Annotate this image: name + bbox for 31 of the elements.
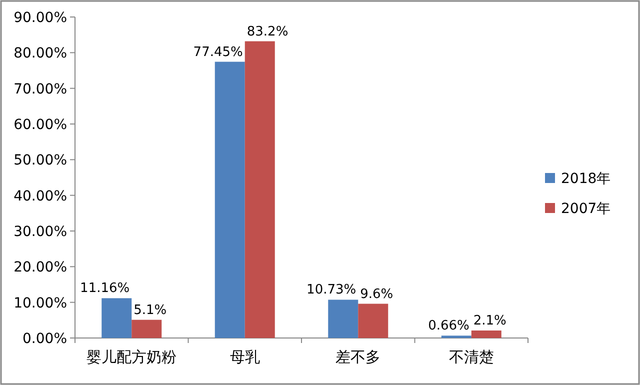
legend-label: 2007年 — [561, 201, 611, 217]
legend-label: 2018年 — [561, 171, 611, 187]
y-tick-label: 70.00% — [14, 81, 67, 98]
data-label: 2.1% — [473, 314, 506, 329]
y-tick-label: 40.00% — [14, 188, 67, 204]
data-label: 10.73% — [306, 282, 356, 298]
y-tick-label: 80.00% — [14, 46, 67, 62]
bar — [244, 41, 275, 338]
data-label: 5.1% — [134, 302, 167, 318]
y-tick-label: 30.00% — [14, 224, 67, 240]
bar — [102, 298, 132, 338]
x-tick-label: 婴儿配方奶粉 — [86, 348, 177, 366]
bar — [358, 304, 388, 338]
y-tick-label: 90.00% — [14, 10, 67, 26]
data-label: 9.6% — [360, 286, 394, 302]
bar — [328, 300, 358, 338]
y-tick-label: 60.00% — [14, 117, 67, 133]
bar — [214, 62, 245, 338]
data-label: 0.66% — [428, 318, 470, 334]
data-label: 11.16% — [80, 281, 130, 296]
y-tick-label: 50.00% — [14, 152, 67, 169]
bar — [132, 320, 162, 338]
y-tick-label: 20.00% — [14, 260, 67, 276]
data-label: 77.45% — [193, 44, 243, 60]
y-tick-label: 10.00% — [14, 295, 67, 312]
bar — [471, 330, 502, 338]
x-tick-label: 母乳 — [230, 348, 260, 366]
y-tick-label: 0.00% — [22, 331, 67, 347]
x-tick-label: 差不多 — [336, 348, 381, 366]
data-label: 83.2% — [246, 24, 288, 40]
x-tick-label: 不清楚 — [448, 348, 494, 366]
